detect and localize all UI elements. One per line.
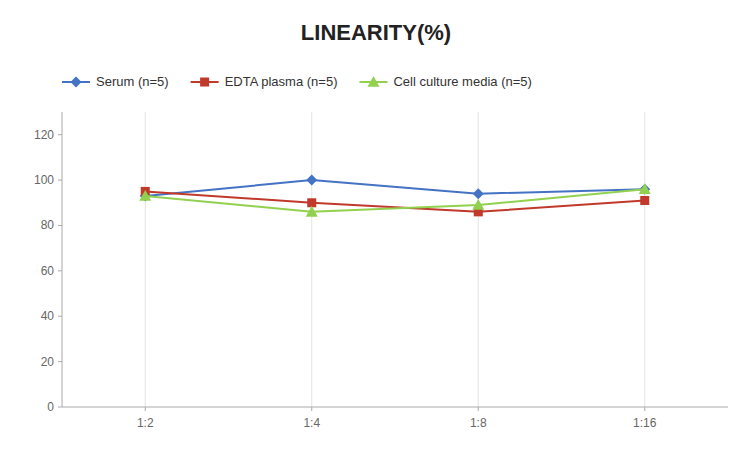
series-marker [306,175,317,186]
legend-item: Serum (n=5) [62,74,169,89]
y-tick [58,270,62,271]
legend-label: Serum (n=5) [96,74,169,89]
y-axis: 0 20 40 60 80 100 120 [34,128,62,414]
plot-data [139,175,651,217]
grid-line-x [145,112,146,407]
legend-item: EDTA plasma (n=5) [191,74,338,89]
series-marker [472,199,484,210]
x-tick-label: 1:16 [633,416,657,430]
y-tick-label: 60 [41,264,55,278]
grid-line-x [644,112,645,407]
y-tick-label: 0 [47,400,54,414]
y-tick [58,361,62,362]
y-tick-label: 20 [41,355,55,369]
y-tick-label: 120 [34,128,54,142]
chart-title: LINEARITY(%) [301,20,451,45]
series-marker [473,188,484,199]
series-line [145,189,645,212]
x-tick-label: 1:8 [470,416,487,430]
x-tick [145,407,146,411]
y-tick [58,225,62,226]
x-axis: 1:2 1:4 1:8 1:16 [137,407,657,430]
grid-line-x [311,112,312,407]
legend-marker [200,78,209,87]
chart-svg: LINEARITY(%) 0 20 40 60 80 100 120 1:2 1:4 1:8 1:16… [0,0,752,451]
x-axis-line [62,407,728,408]
legend: Serum (n=5) EDTA plasma (n=5) Cell culture… [62,74,532,89]
legend-marker [367,76,379,87]
legend-label: Cell culture media (n=5) [393,74,531,89]
series-marker [639,183,651,194]
grid [145,112,645,407]
y-tick [58,316,62,317]
x-tick-label: 1:4 [303,416,320,430]
legend-label: EDTA plasma (n=5) [225,74,338,89]
series-marker [306,206,318,217]
x-tick [644,407,645,411]
legend-marker [71,77,82,88]
x-tick [478,407,479,411]
y-tick-label: 100 [34,173,54,187]
series-marker [139,190,151,201]
series-line [145,180,645,196]
y-axis-line [62,112,63,407]
y-tick [58,134,62,135]
series-marker [640,196,649,205]
grid-line-x [478,112,479,407]
x-tick [311,407,312,411]
chart-container: LINEARITY(%) 0 20 40 60 80 100 120 1:2 1:4 1:8 1:16… [0,0,752,451]
y-tick-label: 40 [41,309,55,323]
x-tick-label: 1:2 [137,416,154,430]
legend-item: Cell culture media (n=5) [359,74,531,89]
y-tick [58,180,62,181]
y-tick-label: 80 [41,218,55,232]
y-tick [58,407,62,408]
